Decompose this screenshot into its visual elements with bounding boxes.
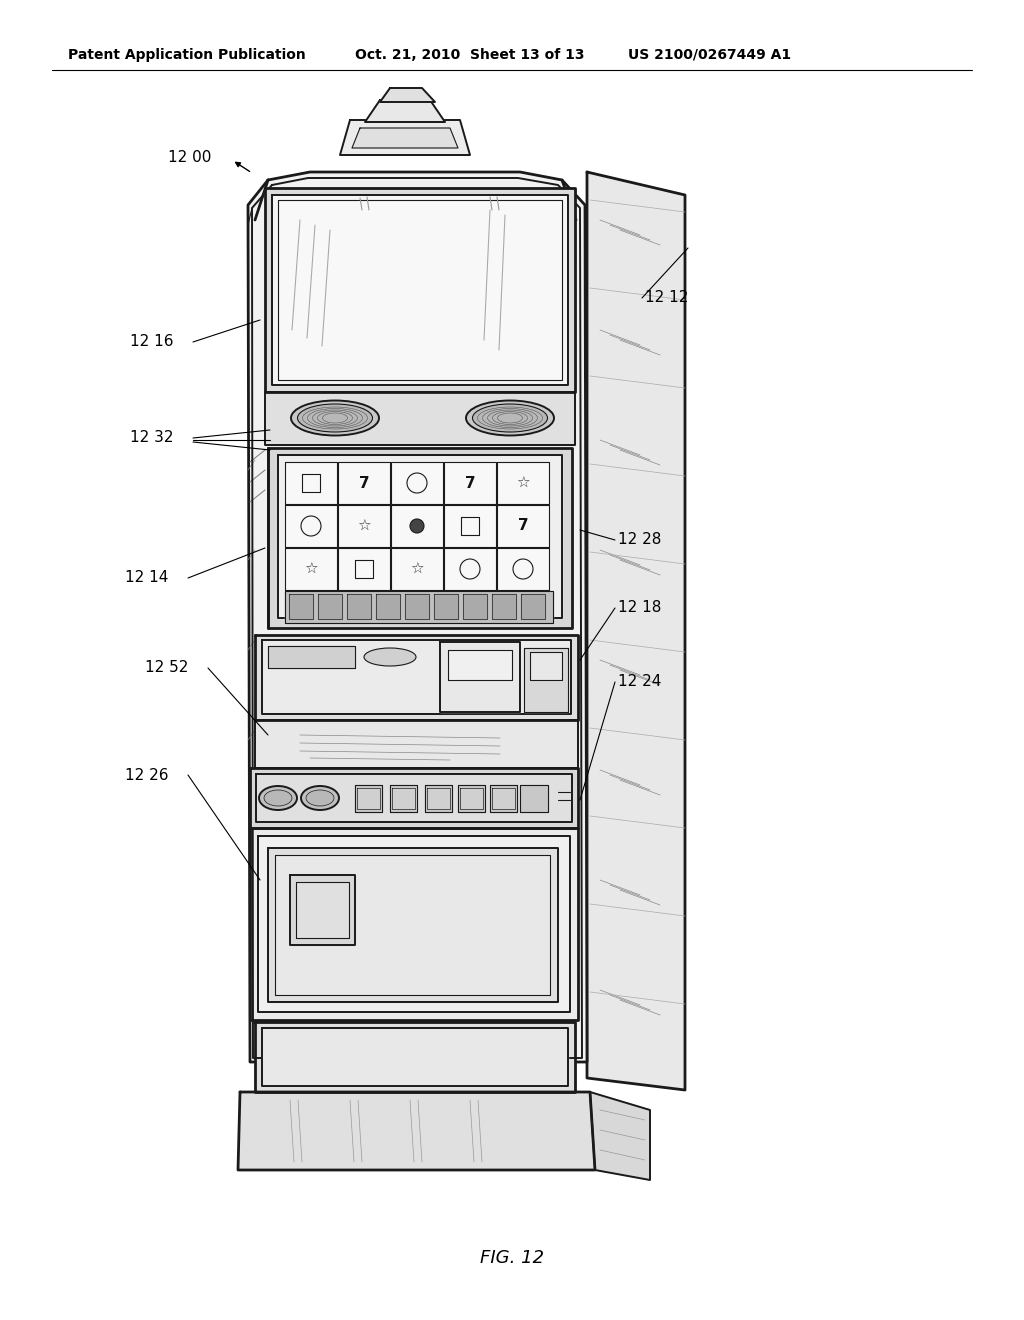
Ellipse shape: [410, 519, 424, 533]
Polygon shape: [290, 875, 355, 945]
Ellipse shape: [472, 404, 548, 432]
Polygon shape: [376, 594, 400, 619]
Polygon shape: [391, 506, 443, 546]
Polygon shape: [255, 635, 578, 719]
Text: ☆: ☆: [516, 475, 529, 491]
Polygon shape: [427, 788, 450, 809]
Polygon shape: [250, 768, 578, 828]
Polygon shape: [255, 719, 578, 768]
Polygon shape: [268, 847, 558, 1002]
Polygon shape: [275, 855, 550, 995]
Polygon shape: [278, 455, 562, 618]
Text: 12 16: 12 16: [130, 334, 173, 350]
Polygon shape: [460, 788, 483, 809]
Polygon shape: [340, 120, 470, 154]
Polygon shape: [285, 548, 337, 590]
Polygon shape: [492, 788, 515, 809]
Polygon shape: [458, 785, 485, 812]
Polygon shape: [391, 462, 443, 504]
Ellipse shape: [298, 404, 373, 432]
Polygon shape: [497, 548, 549, 590]
Polygon shape: [497, 462, 549, 504]
Text: ☆: ☆: [411, 561, 424, 577]
Polygon shape: [338, 548, 390, 590]
Polygon shape: [425, 785, 452, 812]
Polygon shape: [587, 172, 685, 1090]
Polygon shape: [338, 462, 390, 504]
Polygon shape: [449, 649, 512, 680]
Text: Patent Application Publication: Patent Application Publication: [68, 48, 306, 62]
Polygon shape: [392, 788, 415, 809]
Text: ☆: ☆: [304, 561, 317, 577]
Ellipse shape: [364, 648, 416, 667]
Polygon shape: [497, 506, 549, 546]
Polygon shape: [444, 462, 496, 504]
Polygon shape: [444, 506, 496, 546]
Polygon shape: [390, 785, 417, 812]
Text: FIG. 12: FIG. 12: [480, 1249, 544, 1267]
Polygon shape: [268, 645, 355, 668]
Polygon shape: [268, 447, 572, 628]
Polygon shape: [530, 652, 562, 680]
Polygon shape: [278, 201, 562, 380]
Ellipse shape: [264, 789, 292, 807]
Polygon shape: [289, 594, 313, 619]
Polygon shape: [406, 594, 429, 619]
Polygon shape: [463, 594, 487, 619]
Polygon shape: [444, 548, 496, 590]
Text: 12 12: 12 12: [645, 290, 688, 305]
Text: 12 52: 12 52: [145, 660, 188, 676]
Polygon shape: [380, 88, 435, 102]
Polygon shape: [285, 591, 553, 623]
Text: ☆: ☆: [357, 519, 371, 533]
Text: 12 32: 12 32: [130, 430, 173, 446]
Ellipse shape: [301, 785, 339, 810]
Polygon shape: [352, 128, 458, 148]
Text: 12 24: 12 24: [618, 675, 662, 689]
Ellipse shape: [259, 785, 297, 810]
Polygon shape: [490, 785, 517, 812]
Polygon shape: [265, 187, 575, 392]
Text: 12 00: 12 00: [168, 149, 211, 165]
Polygon shape: [258, 836, 570, 1012]
Polygon shape: [347, 594, 371, 619]
Polygon shape: [255, 1022, 575, 1092]
Polygon shape: [318, 594, 342, 619]
Polygon shape: [265, 392, 575, 445]
Polygon shape: [296, 882, 349, 939]
Text: 12 26: 12 26: [125, 767, 169, 783]
Polygon shape: [250, 828, 578, 1020]
Polygon shape: [338, 506, 390, 546]
Polygon shape: [521, 594, 545, 619]
Text: 12 28: 12 28: [618, 532, 662, 548]
Polygon shape: [492, 594, 516, 619]
Text: Oct. 21, 2010  Sheet 13 of 13: Oct. 21, 2010 Sheet 13 of 13: [355, 48, 585, 62]
Text: 12 18: 12 18: [618, 601, 662, 615]
Polygon shape: [248, 172, 587, 1063]
Text: 12 14: 12 14: [125, 570, 168, 586]
Text: 7: 7: [358, 475, 370, 491]
Polygon shape: [590, 1092, 650, 1180]
Polygon shape: [355, 785, 382, 812]
Polygon shape: [256, 774, 572, 822]
Polygon shape: [520, 785, 548, 812]
Polygon shape: [262, 1028, 568, 1086]
Polygon shape: [285, 462, 337, 504]
Polygon shape: [524, 648, 568, 711]
Text: US 2100/0267449 A1: US 2100/0267449 A1: [628, 48, 792, 62]
Polygon shape: [262, 640, 571, 714]
Polygon shape: [238, 1092, 595, 1170]
Polygon shape: [285, 506, 337, 546]
Polygon shape: [357, 788, 380, 809]
Polygon shape: [434, 594, 458, 619]
Ellipse shape: [466, 400, 554, 436]
Ellipse shape: [291, 400, 379, 436]
Polygon shape: [272, 195, 568, 385]
Polygon shape: [440, 642, 520, 711]
Ellipse shape: [306, 789, 334, 807]
Text: 7: 7: [465, 475, 475, 491]
Polygon shape: [391, 548, 443, 590]
Polygon shape: [365, 100, 445, 121]
Text: 7: 7: [518, 519, 528, 533]
